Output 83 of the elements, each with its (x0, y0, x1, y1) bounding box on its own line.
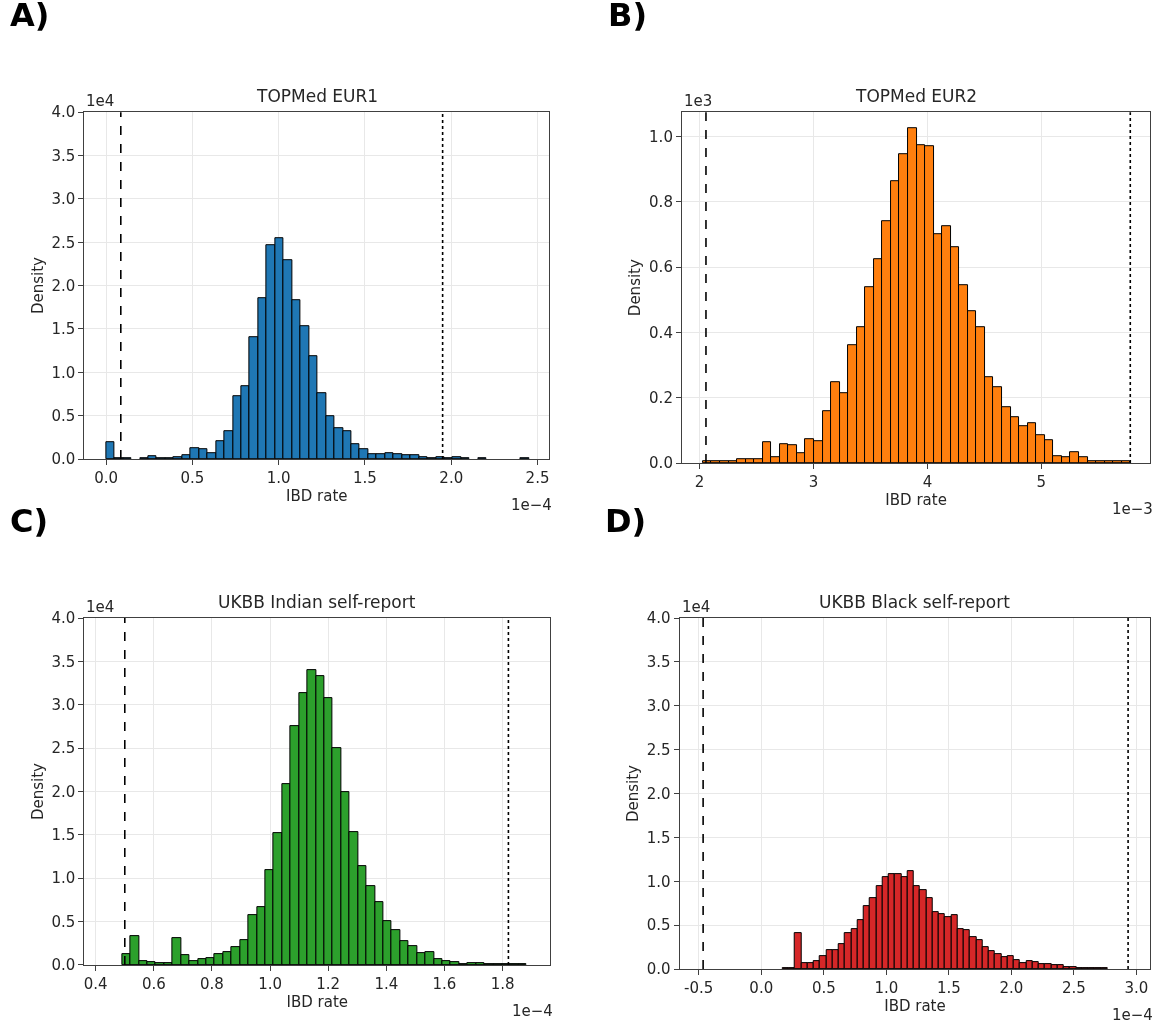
y-tick-label: 1.5 (646, 828, 671, 847)
y-tick-label: 2.0 (51, 782, 76, 801)
text: 1e−3 (1112, 500, 1153, 518)
y-axis-title: Density (28, 762, 47, 821)
x-tick-label: 1.0 (258, 975, 283, 994)
y-tick-label: 1.0 (646, 872, 671, 891)
x-tick-label: 0.8 (200, 975, 224, 994)
y-tick-label: 3.0 (51, 190, 76, 209)
text: 1e4 (86, 92, 115, 110)
y-tick-label: 0.0 (51, 450, 76, 469)
x-tick-label: 2.0 (999, 979, 1024, 998)
x-tick-label: 1.5 (936, 979, 961, 998)
y-tick-label: 3.0 (646, 697, 671, 716)
x-tick-label: 2.5 (1062, 979, 1086, 998)
text: C) (10, 502, 49, 540)
y-tick-label: 2.5 (51, 739, 76, 758)
y-tick-label: 2.5 (51, 233, 76, 252)
x-tick-label: 2.5 (525, 469, 550, 488)
x-axis-title: IBD rate (286, 993, 349, 1012)
x-tick-label: 1.5 (353, 469, 377, 488)
y-tick-label: 2.0 (646, 784, 671, 803)
y-tick-label: 0.4 (649, 323, 673, 342)
y-axis-title: Density (624, 764, 643, 823)
x-tick-label: 0.5 (811, 979, 836, 998)
x-tick-label: 0.0 (749, 979, 774, 998)
x-axis-title: IBD rate (884, 997, 946, 1016)
x-axis-title: IBD rate (285, 487, 348, 506)
y-tick-label: 0.0 (646, 960, 671, 979)
x-tick-label: 1.0 (874, 979, 899, 998)
x-tick-label: 4 (922, 473, 933, 492)
x-tick-label: 3.0 (1124, 979, 1149, 998)
text: 1e−4 (512, 1002, 553, 1020)
x-tick-label: 2 (694, 473, 705, 492)
x-tick-label: 1.8 (490, 975, 515, 994)
text: B) (608, 0, 648, 34)
y-tick-label: 4.0 (51, 609, 76, 628)
y-axis-title: Density (28, 256, 47, 315)
chart-title: UKBB Black self-report (819, 592, 1011, 612)
x-tick-label: 1.6 (432, 975, 457, 994)
y-tick-label: 2.0 (51, 276, 76, 295)
x-tick-label: 1.4 (374, 975, 399, 994)
y-tick-label: 1.0 (51, 363, 76, 382)
x-tick-label: 0.6 (141, 975, 166, 994)
y-tick-label: 0.5 (646, 916, 671, 935)
text: A) (10, 0, 50, 34)
y-tick-label: 3.5 (646, 653, 671, 672)
y-tick-label: 0.2 (649, 389, 673, 408)
y-tick-label: 0.5 (51, 912, 76, 931)
text: 1e4 (86, 598, 115, 616)
text: 1e−4 (1112, 1006, 1153, 1020)
chart-title: TOPMed EUR2 (855, 86, 978, 106)
x-tick-label: 5 (1036, 473, 1047, 492)
x-tick-label: -0.5 (684, 979, 714, 998)
chart-title: UKBB Indian self-report (218, 592, 416, 612)
y-tick-label: 0.0 (649, 454, 673, 473)
x-tick-label: 0.0 (94, 469, 119, 488)
y-tick-label: 4.0 (51, 103, 76, 122)
y-tick-label: 0.0 (51, 956, 76, 975)
text: 1e4 (682, 598, 711, 616)
y-tick-label: 0.8 (649, 193, 673, 212)
y-tick-label: 2.5 (646, 740, 671, 759)
x-tick-label: 0.4 (83, 975, 108, 994)
x-tick-label: 2.0 (439, 469, 464, 488)
x-tick-label: 1.0 (266, 469, 291, 488)
y-axis-title: Density (626, 259, 645, 317)
y-tick-label: 3.5 (51, 652, 76, 671)
text: 1e−4 (511, 496, 552, 514)
x-axis-title: IBD rate (885, 491, 947, 510)
y-tick-label: 3.0 (51, 696, 76, 715)
y-tick-label: 0.6 (649, 258, 673, 277)
y-tick-label: 0.5 (51, 406, 76, 425)
y-tick-label: 4.0 (646, 609, 671, 628)
y-tick-label: 1.5 (51, 320, 76, 339)
y-tick-label: 1.0 (649, 127, 673, 146)
y-tick-label: 1.5 (51, 826, 76, 845)
y-tick-label: 3.5 (51, 146, 76, 165)
text: 1e3 (684, 92, 713, 110)
y-tick-label: 1.0 (51, 869, 76, 888)
x-tick-label: 1.2 (316, 975, 341, 994)
x-tick-label: 0.5 (180, 469, 205, 488)
text: D) (605, 502, 647, 540)
chart-title: TOPMed EUR1 (256, 86, 379, 106)
x-tick-label: 3 (808, 473, 819, 492)
